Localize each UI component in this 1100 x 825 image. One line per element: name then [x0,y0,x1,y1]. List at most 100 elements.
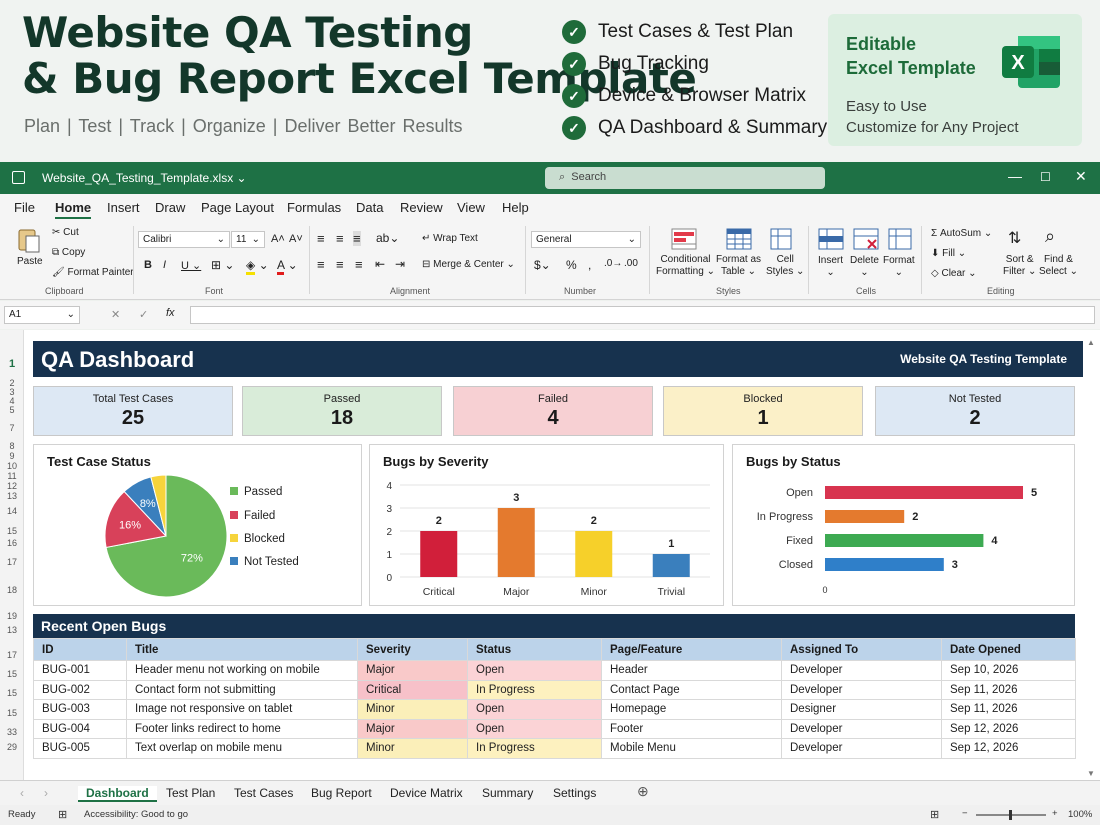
orientation-icon[interactable]: ab⌄ [376,231,400,245]
table-cell[interactable]: Open [467,718,602,739]
italic-icon[interactable]: I [163,259,167,271]
format-as-table-button[interactable]: Format as Table ⌄ [716,254,762,277]
bottom-align-icon[interactable]: ≡ [353,231,361,246]
format-as-table-icon[interactable] [726,228,752,250]
table-row[interactable]: BUG-001 Header menu not working on mobile… [33,660,1076,681]
file-name[interactable]: Website_QA_Testing_Template.xlsx ⌄ [42,171,247,185]
find-select-icon[interactable]: ⌕ [1045,226,1056,246]
sheet-tab-dashboard[interactable]: Dashboard [78,786,157,802]
row-number[interactable]: 17 [6,650,17,660]
name-box[interactable]: A1 ⌄ [4,306,80,324]
sheet-tab-test-cases[interactable]: Test Cases [234,786,294,800]
pie-slice-blocked[interactable] [150,474,167,537]
paste-button[interactable]: Paste [17,256,43,267]
maximize-icon[interactable]: ☐ [1040,170,1051,184]
tab-draw[interactable]: Draw [155,200,186,215]
bugs-by-severity-chart[interactable]: Bugs by Severity 0 1 2 3 4 2 Critical 3 Major 2 Mi… [369,444,724,606]
table-cell[interactable]: Sep 11, 2026 [941,679,1076,700]
row-number[interactable]: 4 [9,396,15,406]
test-case-status-chart[interactable]: Test Case Status 72% 16% 8% Passed Failed Blo… [33,444,362,606]
tab-data[interactable]: Data [356,200,384,215]
row-number[interactable]: 18 [6,585,17,595]
accessibility-status[interactable]: Accessibility: Good to go [84,809,189,820]
table-cell[interactable]: Major [357,660,468,681]
autosum-button[interactable]: Σ AutoSum ⌄ [931,228,993,239]
row-number[interactable]: 17 [6,557,17,567]
close-icon[interactable]: ✕ [1075,168,1087,184]
cancel-icon[interactable]: ✕ [111,309,121,321]
decrease-font-icon[interactable]: A˅ [289,233,303,245]
table-cell[interactable]: Major [357,718,468,739]
row-number[interactable]: 19 [6,611,17,621]
borders-icon[interactable]: ⊞ ⌄ [211,258,235,272]
row-number[interactable]: 11 [7,471,17,481]
percent-icon[interactable]: % [566,258,577,272]
bar-critical[interactable] [420,531,458,577]
zoom-out-icon[interactable]: − [962,808,968,819]
worksheet[interactable]: 1 2 3 4 5 7 8 9 10 11 12 13 14 15 16 17 18 19 13 17 15 15 15 33… [0,330,1100,780]
table-row[interactable]: BUG-002 Contact form not submitting Critic… [33,679,1076,700]
column-header[interactable]: Page/Feature [601,638,782,661]
row-number[interactable]: 1 [8,358,16,370]
find-select-button[interactable]: Find & Select ⌄ [1039,254,1078,277]
table-cell[interactable]: Image not responsive on tablet [126,699,358,720]
table-cell[interactable]: Minor [357,699,468,720]
row-number[interactable]: 14 [6,506,17,516]
decrease-decimal-icon[interactable]: .00 [624,258,638,269]
row-number[interactable]: 10 [6,461,17,471]
row-number[interactable]: 15 [6,669,17,679]
table-cell[interactable]: Developer [781,718,942,739]
paste-icon[interactable] [16,226,42,254]
font-size-select[interactable]: 11 ⌄ [231,231,265,248]
table-cell[interactable]: Minor [357,738,468,759]
table-cell[interactable]: Footer links redirect to home [126,718,358,739]
bar-major[interactable] [497,508,535,577]
recent-bugs-table[interactable]: ID Title Severity Status Page/Feature Assigne… [33,638,1076,759]
conditional-formatting-icon[interactable] [671,228,697,250]
increase-decimal-icon[interactable]: .0→ [604,258,623,269]
delete-cells-icon[interactable] [853,228,879,250]
format-cells-button[interactable]: Format ⌄ [883,255,915,278]
table-cell[interactable]: BUG-001 [33,660,127,681]
table-cell[interactable]: Footer [601,718,782,739]
tab-view[interactable]: View [457,200,485,215]
cell-styles-icon[interactable] [770,228,792,250]
table-cell[interactable]: Designer [781,699,942,720]
decrease-indent-icon[interactable]: ⇤ [375,257,386,271]
minimize-icon[interactable]: — [1008,168,1022,184]
tab-page-layout[interactable]: Page Layout [201,200,275,215]
number-format-select[interactable]: General ⌄ [531,231,641,248]
cut-button[interactable]: ✂ Cut [52,227,79,238]
tab-help[interactable]: Help [502,200,529,215]
increase-font-icon[interactable]: A˄ [271,233,285,245]
bugs-by-status-chart[interactable]: Bugs by Status Open 5 In Progress 2 Fixed 4 Cl… [732,444,1075,606]
middle-align-icon[interactable]: ≡ [336,231,344,246]
column-header[interactable]: ID [33,638,127,661]
table-cell[interactable]: Homepage [601,699,782,720]
table-cell[interactable]: Contact form not submitting [126,679,358,700]
table-cell[interactable]: Critical [357,679,468,700]
fill-button[interactable]: ⬇ Fill ⌄ [931,248,967,259]
font-color-icon[interactable]: A ⌄ [277,258,298,275]
normal-view-icon[interactable]: ⊞ [930,809,940,821]
zoom-level[interactable]: 100% [1068,809,1093,820]
table-cell[interactable]: Header [601,660,782,681]
search-box[interactable]: ⌕ Search [545,167,825,189]
table-cell[interactable]: Mobile Menu [601,738,782,759]
wrap-text-button[interactable]: ↵ Wrap Text [422,233,478,244]
bar-in-progress[interactable] [825,510,905,523]
table-cell[interactable]: Contact Page [601,679,782,700]
row-number[interactable]: 3 [9,387,15,397]
column-header[interactable]: Status [467,638,602,661]
underline-icon[interactable]: U ⌄ [181,260,202,272]
bar-minor[interactable] [575,531,613,577]
table-cell[interactable]: BUG-005 [33,738,127,759]
row-number[interactable]: 8 [9,441,15,451]
table-row[interactable]: BUG-004 Footer links redirect to home Majo… [33,718,1076,739]
format-cells-icon[interactable] [888,228,912,250]
cell-styles-button[interactable]: Cell Styles ⌄ [766,254,805,277]
sheet-tab-bug-report[interactable]: Bug Report [311,786,372,800]
table-cell[interactable]: Sep 12, 2026 [941,718,1076,739]
table-cell[interactable]: BUG-004 [33,718,127,739]
currency-icon[interactable]: $⌄ [534,258,551,272]
